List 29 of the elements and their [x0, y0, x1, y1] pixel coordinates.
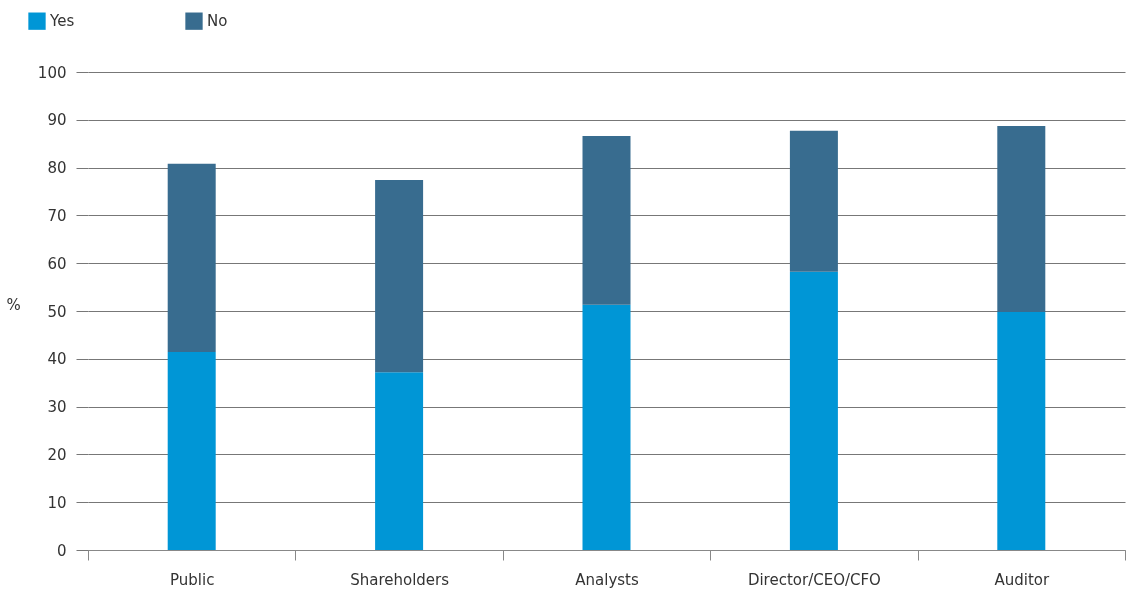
- bar: [997, 311, 1046, 550]
- x-tick-label: Auditor: [994, 570, 1050, 589]
- x-tick-label: Public: [170, 570, 215, 589]
- x-tick-label: Analysts: [575, 570, 639, 589]
- y-tick-label: 60: [47, 254, 67, 273]
- y-tick-label: 90: [47, 111, 67, 130]
- bar: [789, 130, 838, 272]
- legend-label: No: [207, 12, 228, 31]
- y-tick-label: 20: [47, 445, 67, 464]
- y-tick-label: 30: [47, 398, 67, 417]
- y-tick-label: 80: [47, 159, 67, 178]
- legend-label: Yes: [49, 12, 75, 31]
- x-tick-label: Director/CEO/CFO: [747, 570, 881, 589]
- bar: [375, 372, 424, 550]
- y-tick-label: 40: [47, 350, 67, 369]
- bar: [582, 304, 631, 550]
- y-tick-label: 10: [47, 493, 67, 512]
- y-tick-label: 0: [56, 541, 67, 560]
- bar: [582, 136, 631, 305]
- bar: [167, 352, 216, 550]
- y-tick-label: 70: [47, 206, 67, 225]
- bar: [997, 126, 1046, 312]
- y-axis-title: %: [6, 295, 21, 314]
- bar: [167, 163, 216, 353]
- y-tick-label: 50: [47, 302, 67, 321]
- bar: [789, 271, 838, 550]
- x-tick-label: Shareholders: [350, 570, 450, 589]
- bar: [375, 180, 424, 373]
- y-tick-label: 100: [37, 63, 67, 82]
